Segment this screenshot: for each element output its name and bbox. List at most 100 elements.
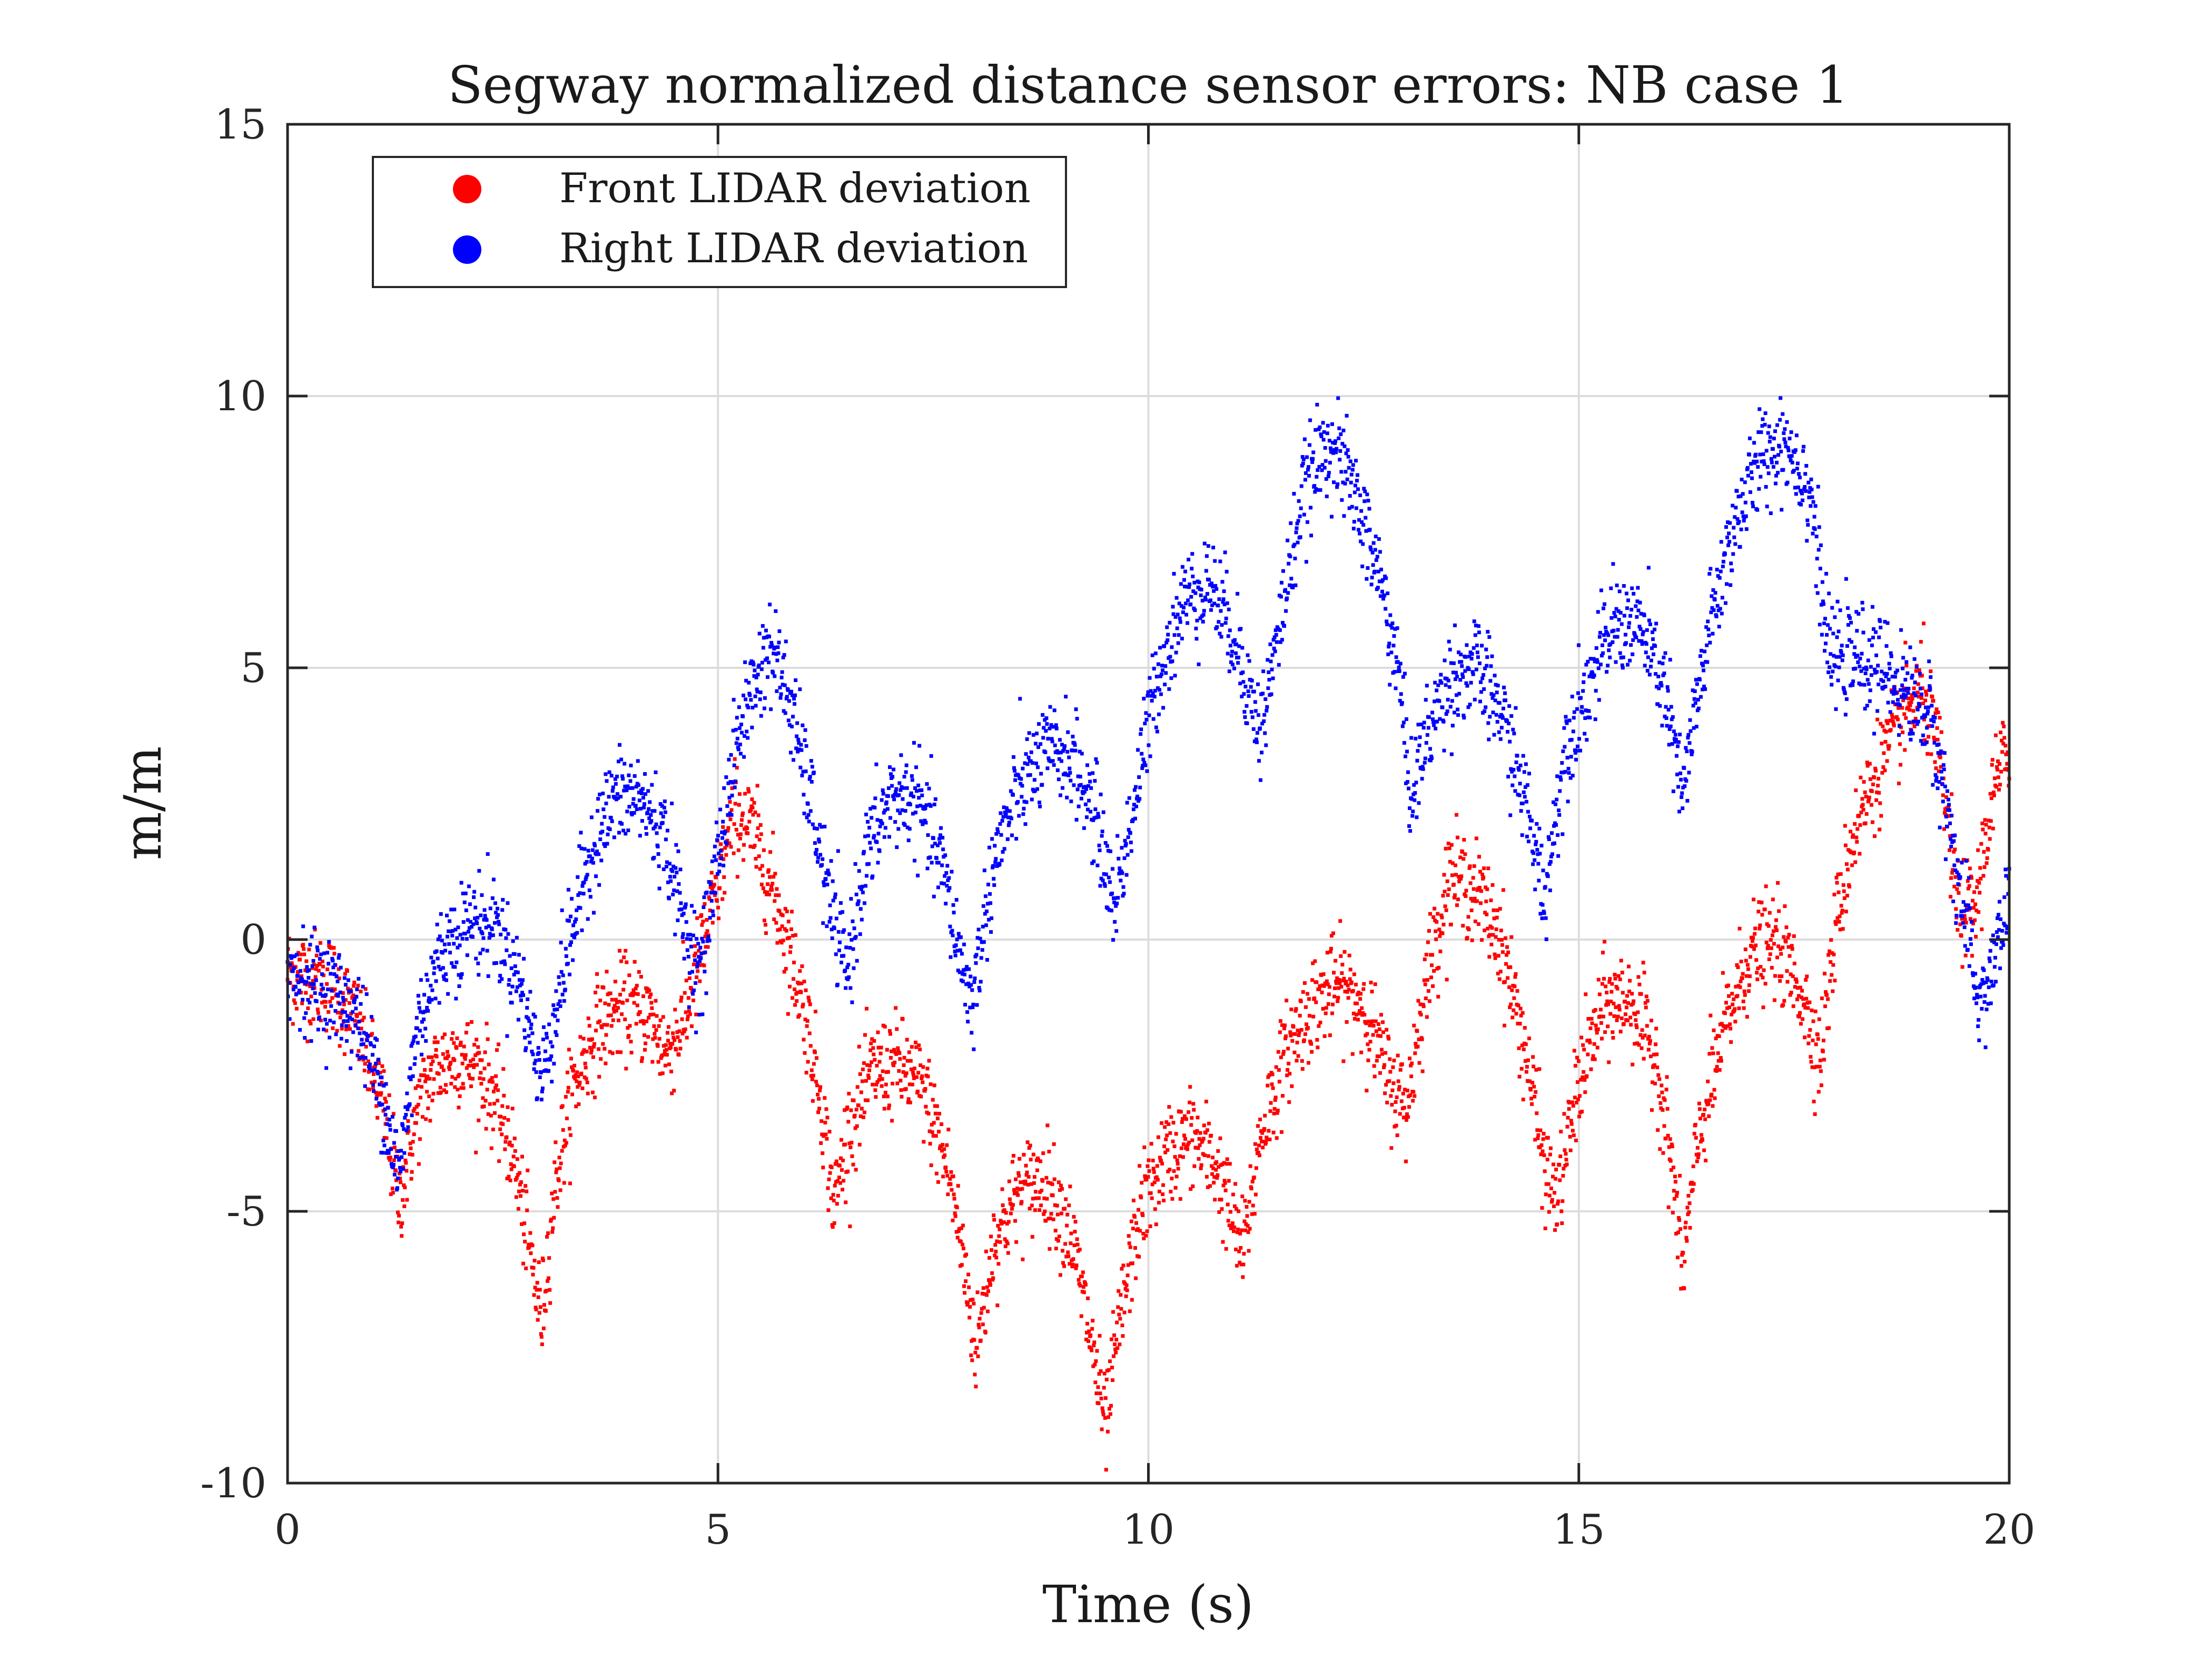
- scatter-point: [1121, 1263, 1125, 1268]
- scatter-point: [1747, 974, 1752, 979]
- scatter-point: [795, 990, 799, 994]
- scatter-point: [1479, 901, 1483, 905]
- scatter-point: [1437, 927, 1441, 932]
- scatter-point: [1074, 1263, 1079, 1268]
- scatter-point: [983, 912, 987, 916]
- scatter-point: [910, 1045, 914, 1049]
- scatter-point: [1150, 1182, 1154, 1187]
- scatter-point: [998, 1240, 1002, 1244]
- scatter-point: [417, 1078, 421, 1082]
- scatter-point: [1047, 1150, 1051, 1154]
- scatter-point: [1759, 973, 1763, 977]
- scatter-point: [1052, 1177, 1056, 1181]
- scatter-point: [1997, 775, 2001, 779]
- scatter-point: [1013, 778, 1018, 782]
- scatter-point: [1355, 1001, 1359, 1005]
- scatter-point: [798, 687, 802, 692]
- scatter-point: [416, 1041, 420, 1045]
- scatter-point: [541, 1258, 545, 1262]
- scatter-point: [329, 972, 333, 976]
- scatter-point: [1873, 834, 1877, 838]
- scatter-point: [453, 927, 458, 932]
- scatter-point: [623, 1018, 627, 1022]
- scatter-point: [929, 1163, 933, 1168]
- scatter-point: [889, 772, 893, 776]
- scatter-point: [1184, 601, 1188, 606]
- scatter-point: [1045, 1197, 1049, 1201]
- scatter-point: [878, 1074, 882, 1078]
- scatter-point: [487, 936, 491, 940]
- scatter-point: [827, 872, 831, 876]
- scatter-point: [626, 1026, 630, 1030]
- scatter-point: [1406, 1115, 1410, 1119]
- scatter-point: [625, 809, 629, 814]
- scatter-point: [543, 1049, 547, 1053]
- scatter-point: [1701, 1138, 1705, 1142]
- scatter-point: [1070, 748, 1074, 753]
- scatter-point: [294, 1006, 299, 1011]
- scatter-point: [300, 974, 304, 979]
- scatter-point: [1129, 841, 1133, 845]
- scatter-point: [1071, 1257, 1075, 1261]
- scatter-point: [416, 994, 420, 998]
- scatter-point: [1996, 759, 2000, 763]
- scatter-point: [1039, 772, 1043, 776]
- scatter-point: [1462, 838, 1466, 842]
- scatter-point: [1160, 1161, 1164, 1166]
- scatter-point: [886, 1070, 890, 1074]
- scatter-point: [738, 752, 743, 756]
- scatter-point: [328, 1035, 332, 1040]
- scatter-point: [924, 821, 928, 825]
- scatter-point: [1535, 1111, 1539, 1115]
- scatter-point: [1422, 978, 1426, 982]
- scatter-point: [1804, 978, 1808, 982]
- scatter-point: [653, 809, 657, 813]
- scatter-point: [748, 693, 752, 697]
- scatter-point: [1942, 827, 1946, 831]
- scatter-point: [1691, 1164, 1695, 1169]
- scatter-point: [1729, 1040, 1733, 1044]
- scatter-point: [1698, 1117, 1702, 1121]
- scatter-point: [1060, 743, 1064, 747]
- scatter-point: [1590, 1021, 1594, 1025]
- scatter-point: [469, 1020, 473, 1024]
- scatter-point: [1189, 595, 1193, 599]
- scatter-point: [1052, 1142, 1056, 1146]
- scatter-point: [964, 1279, 968, 1283]
- scatter-point: [721, 819, 725, 824]
- scatter-point: [759, 832, 763, 836]
- scatter-point: [338, 990, 342, 994]
- scatter-point: [298, 1028, 302, 1032]
- scatter-point: [582, 880, 586, 884]
- scatter-point: [842, 928, 846, 932]
- scatter-point: [1039, 742, 1043, 746]
- scatter-point: [1683, 1259, 1687, 1263]
- scatter-point: [1458, 855, 1463, 860]
- scatter-point: [1983, 832, 1988, 836]
- scatter-point: [1269, 1101, 1273, 1105]
- scatter-point: [942, 1155, 946, 1159]
- scatter-point: [1082, 789, 1087, 794]
- scatter-point: [850, 1000, 854, 1004]
- scatter-point: [637, 791, 641, 795]
- scatter-point: [515, 985, 519, 989]
- scatter-point: [983, 1330, 987, 1335]
- scatter-point: [787, 723, 792, 727]
- scatter-point: [1383, 1091, 1387, 1095]
- scatter-point: [1063, 744, 1067, 748]
- scatter-point: [383, 1107, 387, 1111]
- scatter-point: [1809, 1055, 1813, 1059]
- scatter-point: [1686, 1193, 1691, 1198]
- scatter-point: [946, 1128, 951, 1132]
- scatter-point: [976, 1354, 980, 1358]
- scatter-point: [1618, 977, 1622, 982]
- scatter-point: [776, 928, 780, 932]
- scatter-point: [734, 741, 738, 745]
- scatter-point: [1275, 1111, 1279, 1115]
- scatter-point: [954, 897, 959, 902]
- scatter-point: [1055, 768, 1060, 772]
- scatter-point: [992, 877, 996, 881]
- scatter-point: [402, 1127, 406, 1131]
- scatter-point: [1720, 1029, 1724, 1033]
- scatter-point: [964, 967, 968, 972]
